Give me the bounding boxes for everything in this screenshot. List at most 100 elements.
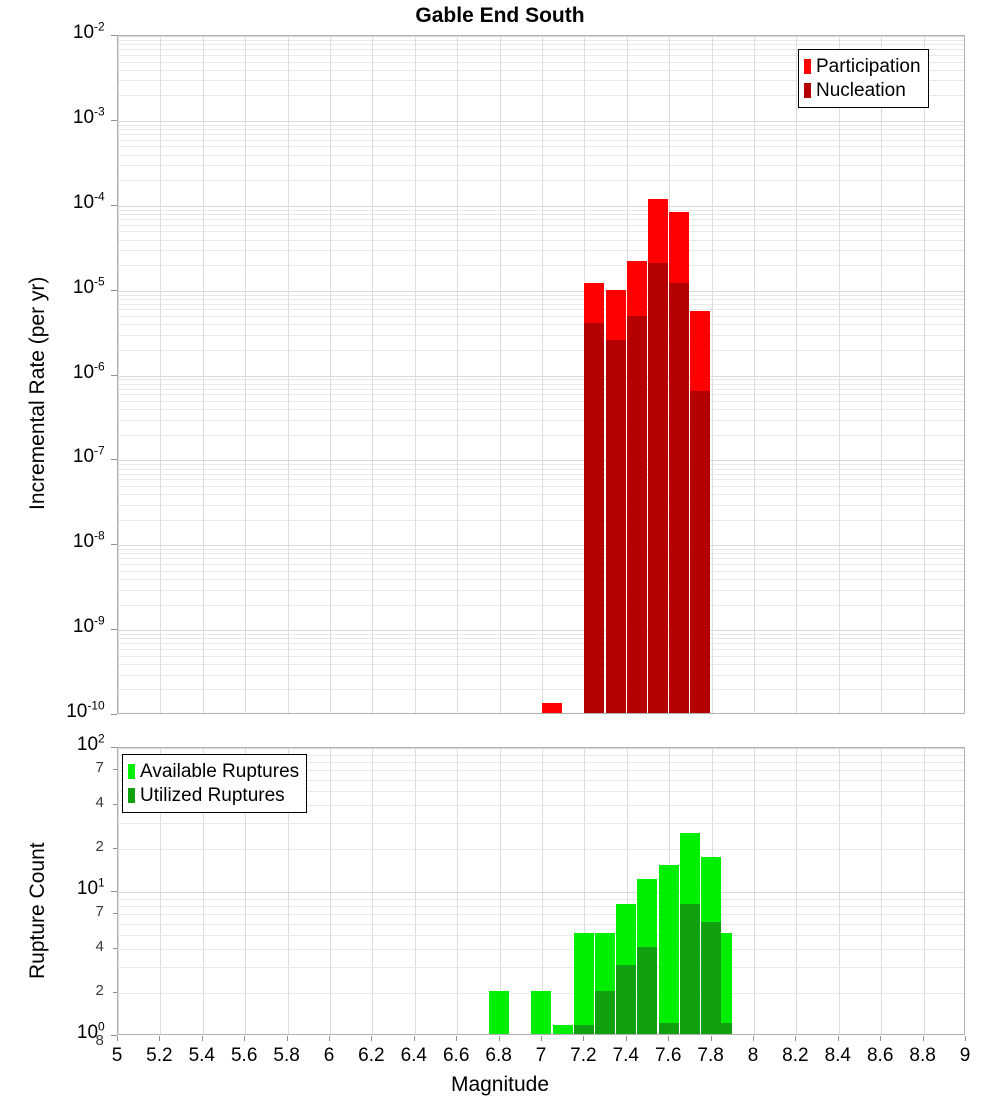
y-tick-mark	[111, 120, 117, 121]
bar-utilized-ruptures	[701, 922, 721, 1034]
gridline	[118, 460, 964, 461]
gridline-minor	[118, 304, 964, 305]
y-tick-label: 100	[76, 1019, 105, 1043]
bar-nucleation	[648, 263, 668, 713]
y-tick-label: 10-9	[72, 613, 105, 638]
x-tick-label: 6.4	[400, 1045, 427, 1066]
x-tick-label: 8.6	[866, 1045, 894, 1066]
y-tick-label: 10-2	[72, 19, 105, 43]
legend-item: Nucleation	[804, 78, 921, 102]
gridline-vertical	[415, 748, 416, 1034]
y-tick-mark-minor	[113, 948, 117, 949]
gridline-minor	[118, 225, 964, 226]
x-tick-label: 5.6	[230, 1045, 258, 1066]
gridline	[118, 748, 964, 749]
gridline-minor	[118, 469, 964, 470]
x-tick-mark	[541, 1036, 542, 1041]
y-tick-mark-minor	[113, 769, 117, 770]
y-tick-mark	[111, 35, 117, 36]
gridline-vertical	[415, 36, 416, 713]
gridline	[118, 121, 964, 122]
gridline-vertical	[118, 748, 119, 1034]
legend-item: Participation	[804, 54, 921, 78]
x-tick-mark	[711, 1036, 712, 1041]
gridline-vertical	[881, 36, 882, 713]
gridline	[118, 206, 964, 207]
gridline-minor	[118, 40, 964, 41]
gridline-minor	[118, 643, 964, 644]
gridline-minor	[118, 265, 964, 266]
gridline-minor	[118, 55, 964, 56]
y-tick-label-minor: 8	[95, 1032, 108, 1049]
x-tick-label: 8.8	[909, 1045, 936, 1066]
y-tick-mark	[111, 544, 117, 545]
bar-nucleation	[690, 391, 710, 713]
gridline-vertical	[712, 36, 713, 713]
y-tick-label-minor: 4	[95, 794, 108, 812]
gridline-minor	[118, 906, 964, 907]
x-tick-label: 6.8	[485, 1045, 512, 1066]
y-tick-label-minor: 7	[95, 759, 108, 777]
gridline-minor	[118, 350, 964, 351]
gridline	[118, 291, 964, 292]
gridline-minor	[118, 571, 964, 572]
x-tick-label: 7	[535, 1045, 547, 1066]
gridline-minor	[118, 316, 964, 317]
bar-utilized-ruptures	[680, 904, 700, 1034]
rupture-count-y-axis-title: Rupture Count	[26, 842, 49, 979]
incremental-rate-chart	[117, 35, 965, 714]
gridline-minor	[118, 590, 964, 591]
legend-item: Available Ruptures	[128, 759, 299, 783]
gridline-vertical	[288, 748, 289, 1034]
x-tick-label: 6.2	[358, 1045, 385, 1066]
gridline-vertical	[330, 36, 331, 713]
gridline-vertical	[796, 748, 797, 1034]
legend-swatch-icon	[804, 58, 811, 74]
gridline-minor	[118, 250, 964, 251]
gridline-minor	[118, 805, 964, 806]
gridline	[118, 630, 964, 631]
x-tick-mark	[965, 1036, 966, 1041]
bar-available-ruptures	[659, 865, 679, 1034]
gridline-vertical	[500, 748, 501, 1034]
gridline-vertical	[924, 748, 925, 1034]
gridline-vertical	[754, 748, 755, 1034]
gridline-vertical	[160, 748, 161, 1034]
legend-swatch-icon	[128, 787, 135, 803]
gridline-vertical	[881, 748, 882, 1034]
bar-nucleation	[606, 340, 626, 713]
legend-item: Utilized Ruptures	[128, 783, 299, 807]
y-tick-mark	[111, 891, 117, 892]
bar-utilized-ruptures	[595, 991, 615, 1034]
gridline-minor	[118, 675, 964, 676]
gridline-minor	[118, 155, 964, 156]
gridline-minor	[118, 379, 964, 380]
legend-label: Utilized Ruptures	[140, 784, 285, 806]
bar-utilized-ruptures	[712, 1023, 732, 1034]
y-tick-label: 10-8	[72, 528, 105, 553]
legend-swatch-icon	[128, 763, 135, 779]
y-tick-mark	[111, 375, 117, 376]
gridline-minor	[118, 240, 964, 241]
gridline-minor	[118, 899, 964, 900]
x-tick-mark	[287, 1036, 288, 1041]
gridline-vertical	[372, 36, 373, 713]
y-tick-mark	[111, 1035, 117, 1036]
x-tick-mark	[668, 1036, 669, 1041]
gridline-minor	[118, 558, 964, 559]
gridline	[118, 36, 964, 37]
y-tick-mark	[111, 747, 117, 748]
x-tick-mark	[329, 1036, 330, 1041]
gridline-vertical	[160, 36, 161, 713]
x-tick-mark	[753, 1036, 754, 1041]
gridline-vertical	[542, 748, 543, 1034]
gridline-minor	[118, 210, 964, 211]
y-tick-label: 10-10	[66, 698, 105, 722]
x-tick-mark	[456, 1036, 457, 1041]
gridline-minor	[118, 435, 964, 436]
x-tick-mark	[159, 1036, 160, 1041]
gridline-minor	[118, 605, 964, 606]
y-tick-label: 102	[76, 731, 105, 755]
y-tick-label: 10-4	[72, 189, 105, 213]
x-tick-label: 8.4	[824, 1045, 851, 1066]
